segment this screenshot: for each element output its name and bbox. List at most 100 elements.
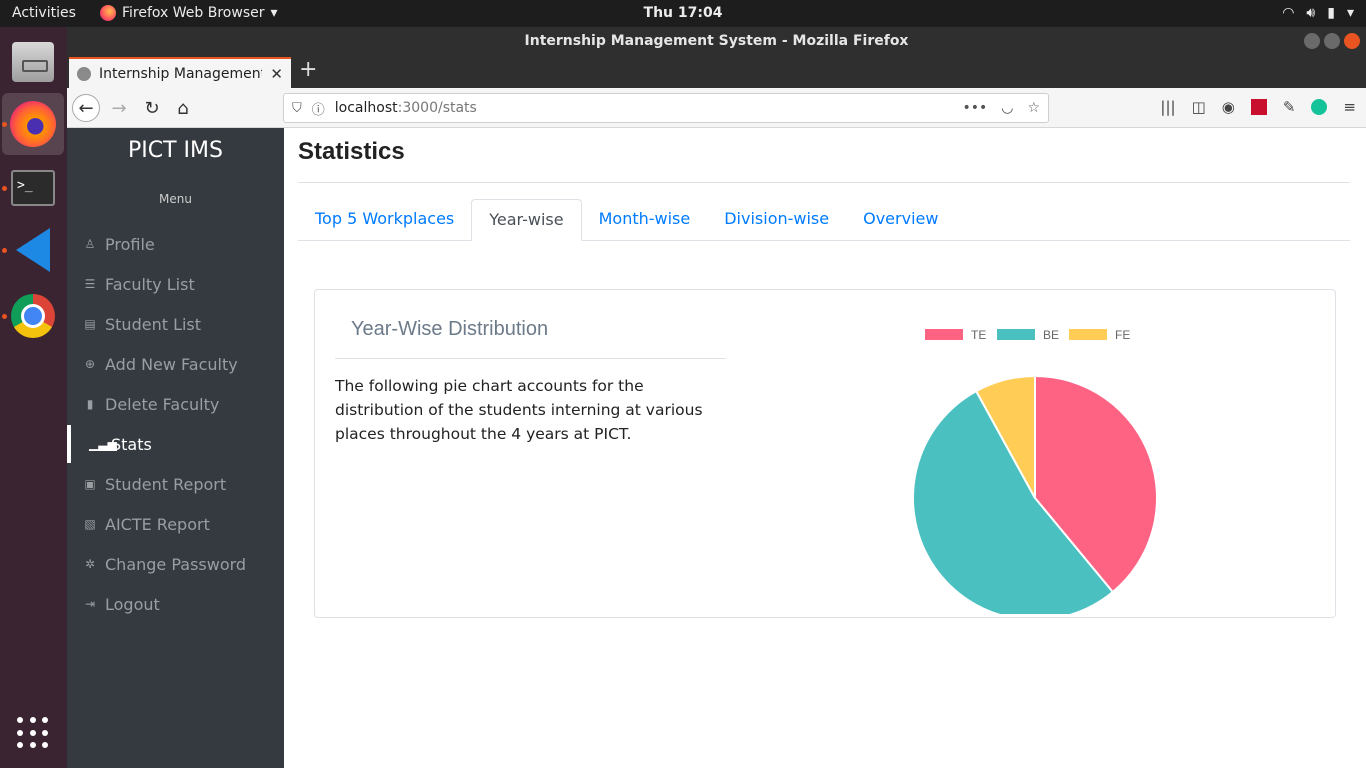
firefox-icon [100, 5, 116, 21]
chevron-down-icon: ▾ [270, 5, 278, 21]
dock-firefox[interactable] [2, 93, 64, 155]
sidebar-item-student-report[interactable]: ▣ Student Report [67, 465, 284, 503]
sidebar-item-label: Student List [105, 314, 202, 334]
stats-tabs: Top 5 Workplaces Year-wise Month-wise Di… [298, 199, 1350, 241]
shield-icon[interactable]: ⛉ [292, 100, 302, 116]
sidebar: PICT IMS Menu ♙ Profile ☰ Faculty List ▤ St… [67, 128, 284, 768]
dock-terminal[interactable]: >_ [2, 157, 64, 219]
sidebar-item-student-list[interactable]: ▤ Student List [67, 305, 284, 343]
info-icon[interactable]: ⓘ [311, 102, 325, 118]
dock-vscode[interactable] [2, 219, 64, 281]
tab-year-wise[interactable]: Year-wise [471, 199, 582, 241]
pie-chart: TE BE FE [875, 314, 1195, 614]
sidebar-item-profile[interactable]: ♙ Profile [67, 225, 284, 263]
tab-division-wise[interactable]: Division-wise [724, 209, 830, 228]
close-icon[interactable] [1344, 33, 1360, 49]
pie-slice-be[interactable] [912, 389, 1115, 614]
browser-tab[interactable]: Internship Management ✕ [69, 57, 291, 88]
eyedropper-icon[interactable]: ✎ [1282, 98, 1296, 116]
window-title: Internship Management System - Mozilla F… [524, 33, 909, 49]
legend-item-fe[interactable]: FE [1069, 328, 1130, 342]
back-icon[interactable]: ← [72, 94, 100, 122]
sidebar-item-label: Student Report [105, 474, 227, 494]
volume-icon[interactable]: 🔊︎ [1306, 5, 1316, 21]
divider [335, 358, 726, 359]
sidebar-item-logout[interactable]: ⇥ Logout [67, 585, 284, 623]
pie-slice-te[interactable] [1034, 374, 1158, 594]
maximize-icon[interactable] [1324, 33, 1340, 49]
dock-chrome[interactable] [2, 285, 64, 347]
dock-files[interactable] [2, 31, 64, 93]
tab-top-5-workplaces[interactable]: Top 5 Workplaces [315, 209, 455, 228]
close-tab-icon[interactable]: ✕ [270, 64, 283, 83]
firefox-icon [10, 101, 56, 147]
bookmark-star-icon[interactable]: ☆ [1027, 100, 1040, 116]
chevron-down-icon[interactable]: ▾ [1346, 5, 1354, 21]
battery-icon[interactable]: ▮ [1327, 5, 1335, 21]
files-icon [12, 42, 54, 82]
running-indicator [2, 186, 7, 191]
clock[interactable]: Thu 17:04 [643, 5, 723, 21]
browser-tab-title: Internship Management [99, 65, 263, 82]
extension-icon[interactable] [1250, 99, 1267, 115]
sidebar-item-stats[interactable]: ▁▃▅ Stats [67, 425, 284, 463]
sidebar-item-faculty-list[interactable]: ☰ Faculty List [67, 265, 284, 303]
url-bar[interactable]: ⛉ ⓘ localhost:3000/stats ••• ◡ ☆ [283, 93, 1049, 123]
legend-swatch [1069, 329, 1107, 340]
reload-icon[interactable]: ↻ [144, 97, 160, 119]
sidebar-item-label: Add New Faculty [105, 354, 238, 374]
main-content: Statistics Top 5 Workplaces Year-wise Mo… [284, 128, 1366, 768]
pie-slice-fe[interactable] [974, 374, 1036, 499]
pocket-icon[interactable]: ◡ [1001, 100, 1014, 116]
page-actions-icon[interactable]: ••• [962, 100, 988, 116]
account-icon[interactable]: ◉ [1221, 98, 1235, 116]
user-icon: ♙ [84, 237, 96, 251]
minimize-icon[interactable] [1304, 33, 1320, 49]
menu-label: Menu [159, 192, 192, 206]
sidebar-item-change-password[interactable]: ✲ Change Password [67, 545, 284, 583]
legend-item-be[interactable]: BE [997, 328, 1059, 342]
vscode-icon [16, 228, 50, 272]
sidebar-toggle-icon[interactable]: ◫ [1191, 98, 1206, 116]
system-tray[interactable]: ◠ 🔊︎ ▮ ▾ [1282, 5, 1354, 21]
web-page: PICT IMS Menu ♙ Profile ☰ Faculty List ▤ St… [67, 128, 1366, 768]
card-description: The following pie chart accounts for the… [335, 377, 703, 443]
id-card-icon: ▤ [84, 317, 96, 331]
new-tab-icon[interactable]: + [299, 57, 318, 82]
bar-chart-icon: ▁▃▅ [89, 437, 117, 451]
grammarly-icon[interactable] [1311, 99, 1328, 115]
app-menu[interactable]: Firefox Web Browser ▾ [100, 5, 278, 21]
sidebar-item-delete-faculty[interactable]: ▮ Delete Faculty [67, 385, 284, 423]
forward-icon[interactable]: → [111, 97, 127, 119]
legend-label: BE [1043, 328, 1059, 342]
tab-overview[interactable]: Overview [863, 209, 939, 228]
show-applications-icon[interactable] [17, 717, 49, 749]
firefox-window: Internship Management System - Mozilla F… [67, 27, 1366, 768]
hamburger-menu-icon[interactable]: ≡ [1343, 98, 1356, 116]
trash-icon: ▮ [86, 397, 94, 411]
favicon-icon [77, 66, 91, 81]
legend-label: TE [971, 328, 986, 342]
running-indicator [2, 314, 7, 319]
divider [298, 182, 1350, 183]
legend-item-te[interactable]: TE [925, 328, 986, 342]
window-titlebar[interactable]: Internship Management System - Mozilla F… [67, 27, 1366, 55]
wifi-icon[interactable]: ◠ [1282, 5, 1295, 21]
home-icon[interactable]: ⌂ [177, 97, 189, 119]
tab-month-wise[interactable]: Month-wise [598, 209, 691, 228]
running-indicator [2, 248, 7, 253]
card-title: Year-Wise Distribution [351, 318, 549, 340]
sidebar-item-aicte-report[interactable]: ▧ AICTE Report [67, 505, 284, 543]
sidebar-item-add-new-faculty[interactable]: ⊕ Add New Faculty [67, 345, 284, 383]
file-icon: ▧ [84, 517, 96, 531]
sidebar-item-label: Profile [105, 234, 155, 254]
sidebar-item-label: Delete Faculty [105, 394, 220, 414]
dock: >_ [0, 27, 67, 768]
brand[interactable]: PICT IMS [128, 138, 223, 163]
running-indicator [2, 122, 7, 127]
url-path: :3000/stats [397, 100, 477, 116]
library-icon[interactable]: ||| [1160, 98, 1176, 116]
activities-button[interactable]: Activities [12, 5, 76, 21]
legend-label: FE [1115, 328, 1130, 342]
system-top-bar: Activities Firefox Web Browser ▾ Thu 17:… [0, 0, 1366, 27]
